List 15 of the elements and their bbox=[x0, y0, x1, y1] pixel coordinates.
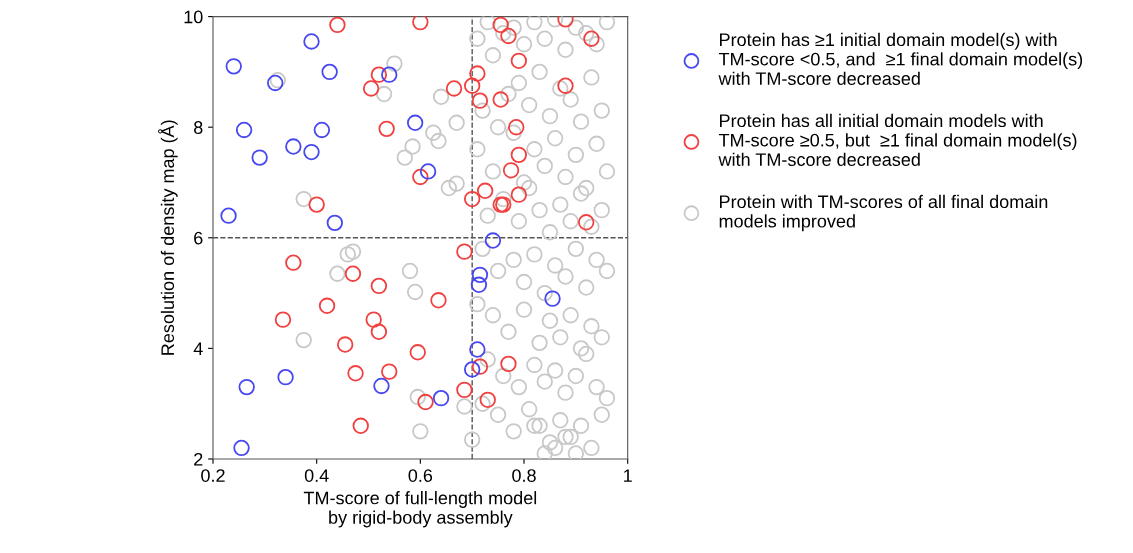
legend-label: Protein has all initial domain models with TM-score ≥0.5, but ≥1 final domain model(s) with TM-score decreased bbox=[718, 113, 1077, 166]
x-tick-label: 1 bbox=[624, 469, 632, 482]
legend-label: Protein with TM-scores of all final domain models improved bbox=[719, 194, 1048, 232]
y-tick-label: 8 bbox=[194, 121, 203, 134]
x-tick-label: 0.4 bbox=[304, 469, 329, 482]
y-tick-label: 6 bbox=[194, 231, 203, 245]
x-tick-label: 0.2 bbox=[201, 469, 225, 482]
y-tick-label: 2 bbox=[194, 452, 203, 466]
y-tick-label: 4 bbox=[193, 342, 203, 355]
y-axis-title: Resolution of density map (Å) bbox=[158, 120, 178, 355]
y-tick-label: 10 bbox=[184, 10, 203, 24]
x-tick-label: 0.6 bbox=[408, 469, 433, 482]
x-tick-label: 0.8 bbox=[512, 469, 536, 482]
x-axis-title: TM-score of full-length model by rigid-body assembly bbox=[303, 491, 537, 528]
legend-label: Protein has ≥1 initial domain model(s) with TM-score <0.5, and ≥1 final domain model(s) with TM-score decreased bbox=[718, 32, 1083, 85]
